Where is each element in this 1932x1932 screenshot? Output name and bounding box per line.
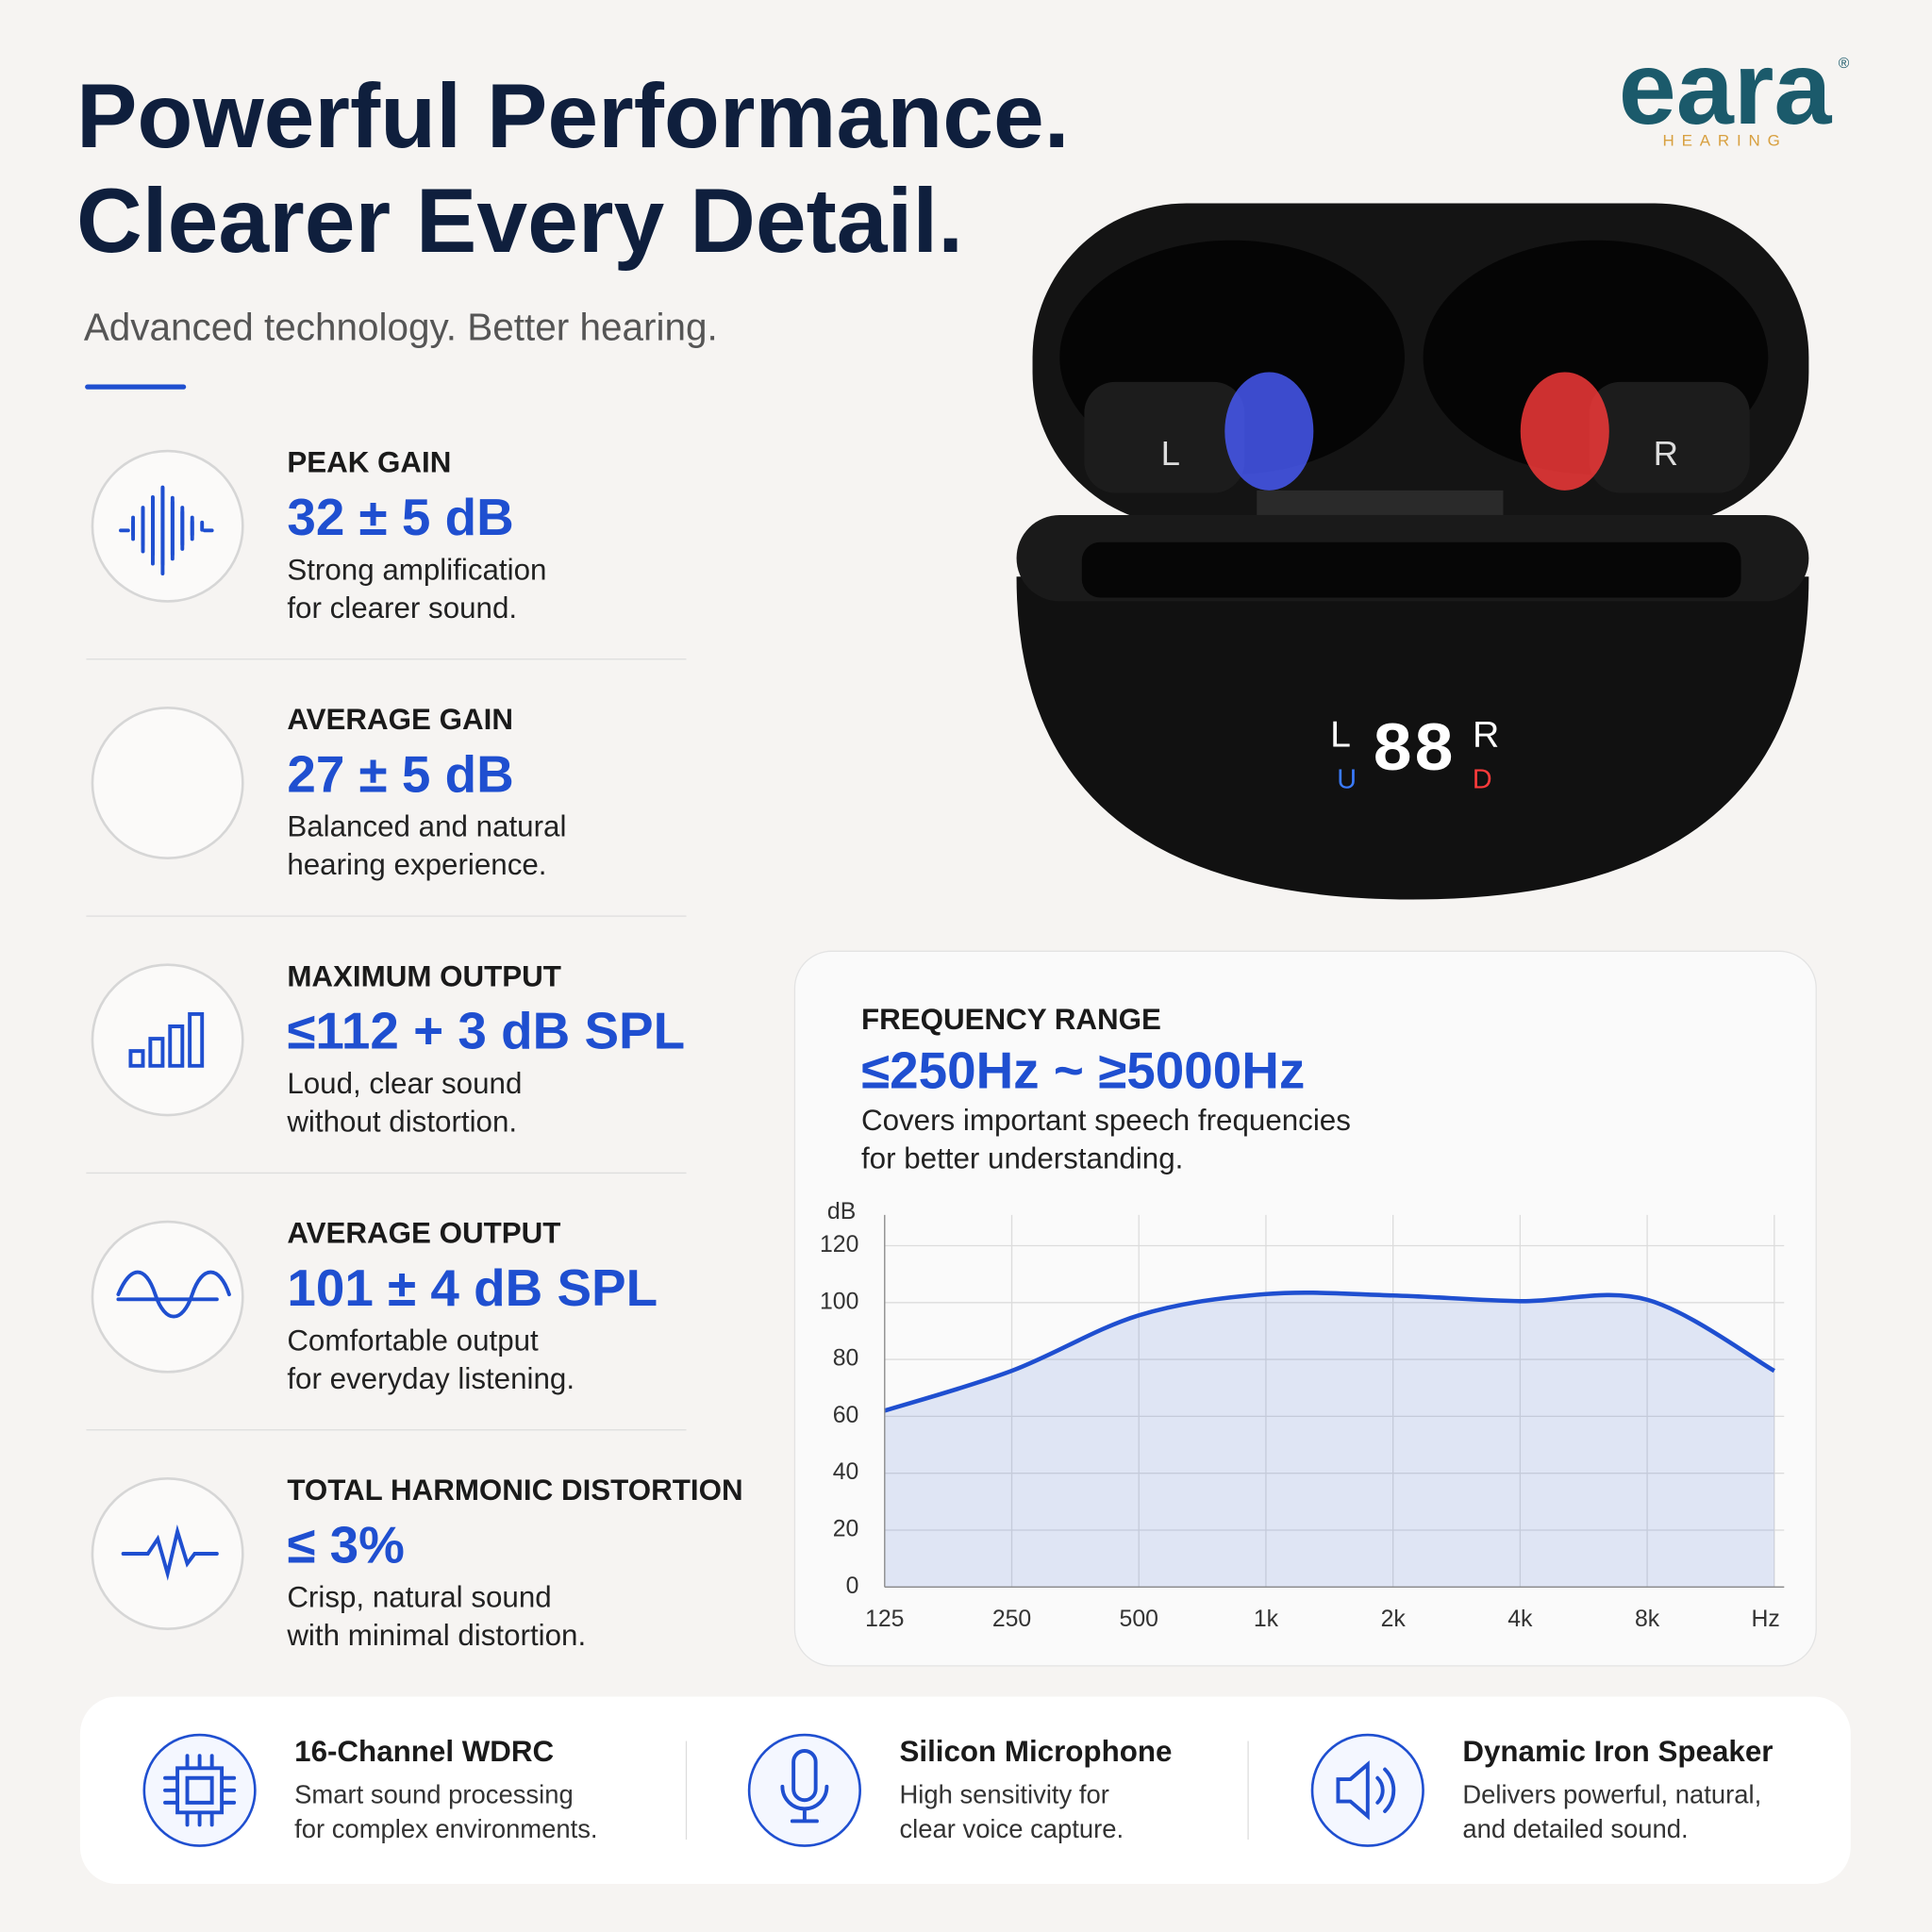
features-panel — [79, 1696, 1851, 1885]
spec-icon — [128, 1011, 205, 1068]
y-tick-label: 40 — [833, 1459, 859, 1485]
accent-bar — [85, 384, 187, 390]
x-tick-label: 125 — [865, 1607, 904, 1632]
spec-value: ≤ 3% — [287, 1515, 405, 1574]
frequency-desc: Covers important speech frequencies — [861, 1104, 1351, 1137]
spec-icon — [116, 1270, 231, 1319]
y-tick-label: 60 — [833, 1403, 859, 1428]
frequency-chart: 0 20 40 60 80 100 120 125 250 500 1k 2k 4k 8k dB Hz — [820, 1199, 1785, 1632]
spec-icon — [121, 1524, 219, 1581]
x-tick-label: 8k — [1635, 1607, 1660, 1632]
display: 88 — [1372, 712, 1455, 791]
bud-left: L — [1161, 434, 1180, 473]
spec-label: PEAK GAIN — [287, 446, 451, 479]
frequency-panel — [793, 950, 1817, 1667]
x-tick-label: 1k — [1254, 1607, 1279, 1632]
spec-desc: hearing experience. — [287, 848, 546, 881]
feature-icon — [163, 1754, 237, 1827]
display-up: U — [1337, 765, 1357, 795]
feature-desc: and detailed sound. — [1462, 1814, 1688, 1843]
feature-title: Silicon Microphone — [899, 1735, 1172, 1768]
display-down: D — [1473, 765, 1492, 795]
display-right: R — [1473, 714, 1499, 755]
y-tick-label: 0 — [846, 1574, 859, 1599]
spec-value: 32 ± 5 dB — [287, 488, 513, 546]
feature-list: 16-Channel WDRC Smart sound processing for… — [142, 1733, 1773, 1847]
spec-desc: without distortion. — [286, 1105, 517, 1138]
subtitle: Advanced technology. Better hearing. — [84, 306, 718, 349]
feature-icon — [780, 1749, 829, 1824]
area — [884, 1292, 1774, 1588]
product-case: 88 L R U D L R — [1016, 203, 1809, 900]
x-tick-label: 2k — [1381, 1607, 1407, 1632]
feature-icon-ring — [142, 1733, 257, 1847]
logo-mark: ® — [1839, 56, 1850, 72]
y-tick-label: 100 — [820, 1289, 858, 1314]
logo: eara — [1619, 31, 1833, 146]
spec-icon-ring — [91, 1220, 244, 1374]
feature-desc: clear voice capture. — [899, 1814, 1124, 1843]
feature-desc: Smart sound processing — [294, 1780, 574, 1809]
title-line: Clearer Every Detail. — [76, 171, 963, 272]
frequency-value: ≤250Hz ~ ≥5000Hz — [861, 1041, 1305, 1099]
spec-value: ≤112 + 3 dB SPL — [287, 1002, 685, 1060]
spec-label: TOTAL HARMONIC DISTORTION — [287, 1474, 742, 1507]
x-tick-label: 4k — [1507, 1607, 1533, 1632]
spec-icon — [119, 485, 214, 575]
feature-desc: High sensitivity for — [899, 1780, 1108, 1809]
y-tick-label: 80 — [833, 1346, 859, 1372]
spec-icon-ring — [91, 963, 244, 1117]
feature-title: 16-Channel WDRC — [294, 1735, 554, 1768]
display-left: L — [1330, 714, 1351, 755]
spec-value: 101 ± 4 dB SPL — [287, 1258, 658, 1317]
spec-label: MAXIMUM OUTPUT — [287, 959, 561, 992]
spec-desc: Loud, clear sound — [287, 1067, 522, 1100]
x-axis-label: Hz — [1752, 1607, 1780, 1632]
frequency-label: FREQUENCY RANGE — [861, 1003, 1161, 1036]
title-line: Powerful Performance. — [76, 66, 1070, 167]
spec-desc: Crisp, natural sound — [287, 1581, 551, 1614]
feature-desc: Delivers powerful, natural, — [1462, 1780, 1761, 1809]
spec-desc: for everyday listening. — [287, 1362, 575, 1395]
spec-label: AVERAGE OUTPUT — [287, 1217, 560, 1250]
spec-desc: for clearer sound. — [287, 591, 517, 625]
frequency-desc: for better understanding. — [861, 1142, 1183, 1175]
logo-tagline: HEARING — [1662, 132, 1787, 150]
y-axis-label: dB — [827, 1199, 856, 1224]
feature-icon-ring — [747, 1733, 861, 1847]
feature-icon — [1336, 1760, 1396, 1821]
spec-desc: with minimal distortion. — [286, 1619, 586, 1652]
spec-icon-ring — [91, 449, 244, 603]
feature-title: Dynamic Iron Speaker — [1462, 1735, 1773, 1768]
x-tick-label: 500 — [1120, 1607, 1158, 1632]
bud-right: R — [1654, 434, 1678, 473]
spec-desc: Strong amplification — [287, 553, 546, 586]
spec-icon-ring — [91, 707, 244, 860]
y-tick-label: 120 — [820, 1232, 858, 1257]
line — [884, 1291, 1775, 1413]
spec-desc: Balanced and natural — [287, 810, 566, 843]
spec-list: PEAK GAIN 32 ± 5 dB Strong amplification fo… — [86, 446, 743, 1652]
feature-desc: for complex environments. — [294, 1814, 597, 1843]
spec-label: AVERAGE GAIN — [287, 703, 513, 736]
x-tick-label: 250 — [992, 1607, 1031, 1632]
spec-value: 27 ± 5 dB — [287, 744, 513, 803]
spec-icon-ring — [91, 1477, 244, 1630]
y-tick-label: 20 — [833, 1517, 859, 1542]
spec-desc: Comfortable output — [287, 1324, 539, 1357]
